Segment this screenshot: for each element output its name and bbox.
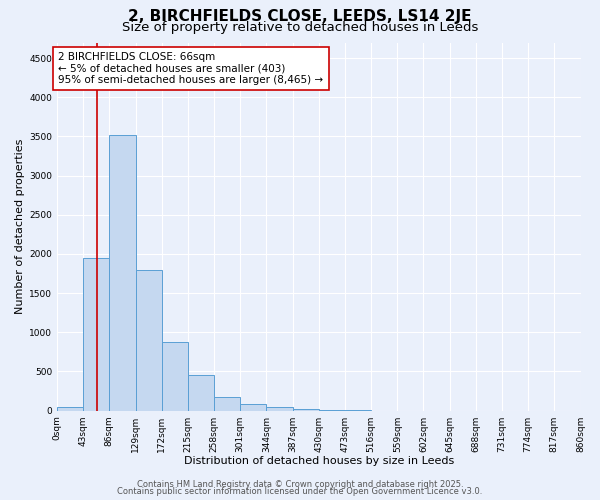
Bar	[109, 135, 136, 410]
Bar	[293, 409, 319, 410]
Text: Contains HM Land Registry data © Crown copyright and database right 2025.: Contains HM Land Registry data © Crown c…	[137, 480, 463, 489]
Bar	[240, 404, 266, 410]
Text: Size of property relative to detached houses in Leeds: Size of property relative to detached ho…	[122, 21, 478, 34]
Text: Contains public sector information licensed under the Open Government Licence v3: Contains public sector information licen…	[118, 487, 482, 496]
Bar	[162, 342, 188, 410]
Bar	[188, 374, 214, 410]
Bar	[83, 258, 109, 410]
Bar	[214, 397, 240, 410]
Bar	[57, 408, 83, 410]
Y-axis label: Number of detached properties: Number of detached properties	[15, 139, 25, 314]
Text: 2, BIRCHFIELDS CLOSE, LEEDS, LS14 2JE: 2, BIRCHFIELDS CLOSE, LEEDS, LS14 2JE	[128, 9, 472, 24]
X-axis label: Distribution of detached houses by size in Leeds: Distribution of detached houses by size …	[184, 456, 454, 466]
Bar	[266, 406, 293, 410]
Bar	[136, 270, 162, 410]
Text: 2 BIRCHFIELDS CLOSE: 66sqm
← 5% of detached houses are smaller (403)
95% of semi: 2 BIRCHFIELDS CLOSE: 66sqm ← 5% of detac…	[58, 52, 323, 85]
